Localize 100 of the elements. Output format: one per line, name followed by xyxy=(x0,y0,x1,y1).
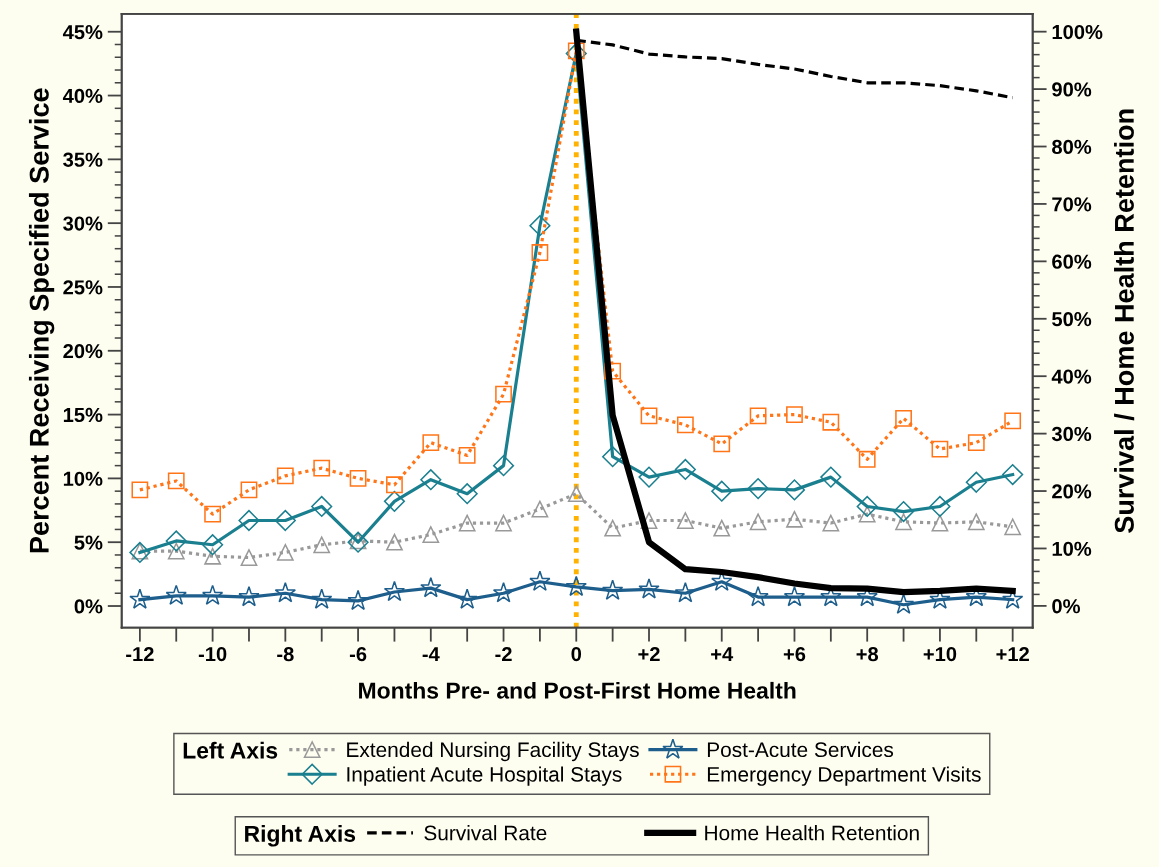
x-tick-label: -8 xyxy=(277,646,294,662)
point xyxy=(713,435,731,453)
point xyxy=(783,479,806,501)
point xyxy=(311,588,333,609)
x-tick-label: -4 xyxy=(422,647,440,662)
point xyxy=(601,579,624,600)
y-tick-label: 45% xyxy=(62,25,103,40)
point xyxy=(529,570,551,591)
point xyxy=(565,575,587,597)
point xyxy=(713,519,731,537)
y-tick-label: 15% xyxy=(63,407,103,423)
y-tick-label: 25% xyxy=(63,280,103,295)
y2-tick-label: 60% xyxy=(1052,254,1092,269)
point xyxy=(786,406,803,423)
point xyxy=(1004,518,1022,536)
point xyxy=(676,512,694,529)
point xyxy=(165,584,187,605)
point xyxy=(313,536,331,554)
y2-tick-label: 20% xyxy=(1052,484,1092,499)
point xyxy=(567,42,585,60)
point xyxy=(386,533,403,551)
point xyxy=(895,513,912,531)
point xyxy=(347,589,369,611)
point xyxy=(965,471,987,493)
point xyxy=(458,447,476,464)
point xyxy=(892,593,915,614)
x-tick-label: +2 xyxy=(638,646,660,662)
point xyxy=(931,440,949,458)
x-tick-label: +8 xyxy=(856,646,879,662)
point xyxy=(749,407,767,425)
point xyxy=(856,495,878,518)
x-axis-title: Months Pre- and Post-First Home Health xyxy=(359,681,796,699)
point xyxy=(311,495,333,518)
point xyxy=(383,580,406,602)
point xyxy=(422,526,440,543)
legend-label: Survival Rate xyxy=(424,825,547,841)
y2-tick-label: 50% xyxy=(1052,312,1092,327)
x-tick-label: -12 xyxy=(126,646,154,662)
point xyxy=(492,582,515,603)
y-tick-label: 5% xyxy=(74,535,103,550)
legend-label: Inpatient Acute Hospital Stays xyxy=(347,766,622,786)
point xyxy=(895,410,912,427)
x-tick-label: 0 xyxy=(571,646,582,662)
legend-label: Post-Acute Services xyxy=(707,741,894,758)
point xyxy=(747,478,769,500)
point xyxy=(822,413,840,431)
legend-label: Extended Nursing Facility Stays xyxy=(347,741,639,762)
point xyxy=(238,585,260,607)
point xyxy=(495,385,512,403)
point xyxy=(1004,412,1022,430)
y-tick-label: 35% xyxy=(63,152,103,167)
point xyxy=(602,446,624,468)
point xyxy=(458,514,476,532)
y-tick-label: 10% xyxy=(63,471,103,486)
point xyxy=(604,362,622,380)
point xyxy=(892,500,915,523)
point xyxy=(674,582,697,603)
point xyxy=(202,534,224,556)
y-tick-label: 0% xyxy=(74,599,103,614)
x-tick-label: -6 xyxy=(349,646,367,662)
point xyxy=(674,458,696,481)
point xyxy=(567,485,585,503)
y2-tick-label: 80% xyxy=(1052,139,1092,155)
point xyxy=(349,469,367,487)
y2-tick-label: 30% xyxy=(1051,426,1092,442)
point xyxy=(638,578,660,599)
point xyxy=(747,585,769,607)
text: Right Axis xyxy=(245,825,356,847)
point xyxy=(640,407,658,425)
y2-tick-label: 100% xyxy=(1052,24,1103,40)
point xyxy=(276,544,294,561)
point xyxy=(967,434,985,452)
point xyxy=(420,576,442,598)
x-tick-label: -2 xyxy=(495,646,512,662)
point xyxy=(931,514,949,532)
y2-tick-label: 0% xyxy=(1052,599,1080,614)
point xyxy=(495,514,512,532)
point xyxy=(386,476,403,494)
y-tick-label: 30% xyxy=(63,216,103,231)
point xyxy=(456,483,478,505)
y2-tick-label: 10% xyxy=(1052,541,1092,556)
x-tick-label: -10 xyxy=(198,646,227,662)
x-tick-label: +12 xyxy=(996,646,1029,662)
point xyxy=(274,509,296,532)
point xyxy=(822,514,840,532)
point xyxy=(240,481,258,499)
x-tick-label: +4 xyxy=(711,647,734,662)
point xyxy=(276,467,294,485)
point xyxy=(711,480,733,502)
point xyxy=(604,519,622,537)
point xyxy=(638,466,660,488)
point xyxy=(165,530,187,552)
x-tick-label: +10 xyxy=(923,646,957,662)
y-axis-title: Percent Receiving Specified Service xyxy=(28,88,55,553)
point xyxy=(313,459,331,477)
point xyxy=(167,542,185,560)
point xyxy=(820,466,842,488)
point xyxy=(238,509,260,532)
point xyxy=(167,472,185,490)
point xyxy=(420,469,442,491)
